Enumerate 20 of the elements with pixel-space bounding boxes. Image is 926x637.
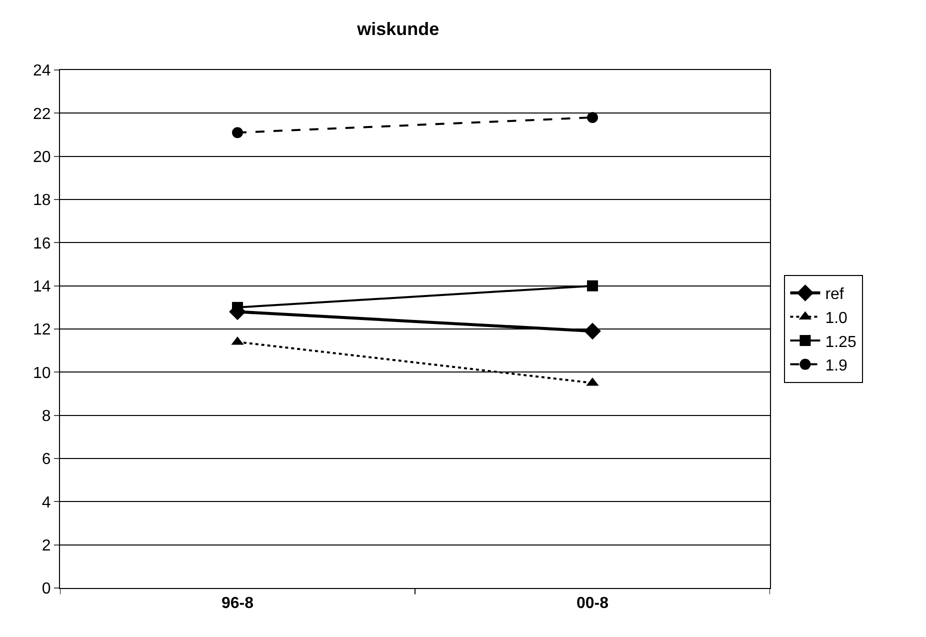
legend-label: 1.9 [825, 358, 848, 375]
y-tick-label: 18 [33, 192, 51, 210]
chart-title: wiskunde [356, 18, 440, 39]
y-tick-label: 4 [42, 494, 51, 512]
legend-label: 1.0 [825, 310, 848, 327]
y-tick-label: 10 [33, 364, 51, 382]
y-tick-label: 0 [42, 580, 51, 598]
y-tick-label: 14 [33, 278, 51, 296]
legend-label: ref [825, 286, 844, 304]
y-tick-label: 12 [33, 322, 51, 339]
x-tick-label: 00-8 [576, 595, 609, 612]
y-tick-label: 16 [33, 235, 51, 252]
y-tick-label: 24 [33, 62, 51, 80]
y-tick-label: 20 [33, 148, 51, 166]
y-tick-label: 8 [42, 408, 51, 425]
y-tick-label: 2 [42, 537, 51, 554]
y-tick-label: 6 [42, 451, 51, 468]
legend-label: 1.25 [825, 334, 856, 351]
x-tick-label: 96-8 [221, 595, 254, 612]
y-tick-label: 22 [33, 106, 51, 123]
